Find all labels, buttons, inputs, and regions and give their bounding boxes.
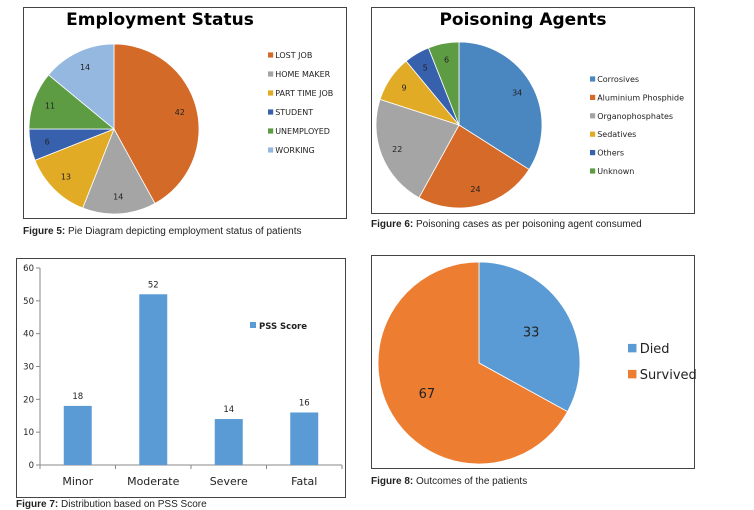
legend-swatch bbox=[590, 113, 596, 119]
data-label: 14 bbox=[113, 193, 123, 202]
y-tick-label: 0 bbox=[29, 461, 34, 471]
figure-5-caption: Figure 5: Pie Diagram depicting employme… bbox=[23, 226, 301, 237]
figure-8-caption: Figure 8: Outcomes of the patients bbox=[371, 476, 527, 487]
pie-slice-organophosphates bbox=[375, 98, 460, 199]
legend-entry: Corrosives bbox=[597, 75, 639, 84]
pie-slice-home-maker bbox=[82, 128, 156, 215]
bar-fatal bbox=[290, 412, 319, 465]
x-tick-label: Fatal bbox=[291, 475, 317, 488]
legend-swatch bbox=[590, 150, 596, 156]
pie-slice-lost-job bbox=[113, 43, 200, 205]
caption-text: Outcomes of the patients bbox=[416, 476, 528, 487]
caption-label: Figure 6: bbox=[371, 219, 414, 230]
caption-label: Figure 5: bbox=[23, 226, 66, 237]
data-label: 6 bbox=[45, 137, 50, 146]
caption-label: Figure 7: bbox=[16, 499, 59, 510]
data-label: 52 bbox=[148, 280, 159, 290]
data-label: 33 bbox=[523, 325, 540, 340]
legend-swatch bbox=[590, 168, 596, 174]
data-label: 6 bbox=[444, 55, 449, 64]
data-label: 18 bbox=[72, 392, 83, 402]
pie-slice-working bbox=[47, 43, 115, 130]
data-label: 67 bbox=[419, 387, 436, 402]
legend-entry: Died bbox=[640, 342, 670, 357]
legend-swatch bbox=[268, 71, 274, 77]
legend-swatch bbox=[268, 109, 274, 115]
legend-swatch bbox=[268, 90, 274, 96]
legend-entry: WORKING bbox=[275, 146, 315, 155]
legend-entry: STUDENT bbox=[275, 108, 313, 117]
chart-title: Employment Status bbox=[66, 10, 254, 30]
legend-swatch bbox=[268, 52, 274, 58]
y-tick-label: 30 bbox=[23, 363, 34, 373]
pie-slice-part-time-job bbox=[34, 128, 115, 209]
pie-slice-unknown bbox=[427, 41, 460, 126]
figure-7-caption: Figure 7: Distribution based on PSS Scor… bbox=[16, 499, 207, 510]
legend-entry: Unknown bbox=[597, 167, 634, 176]
data-label: 22 bbox=[392, 145, 402, 154]
caption-text: Pie Diagram depicting employment status … bbox=[68, 226, 302, 237]
legend-entry: Others bbox=[597, 149, 624, 158]
legend-entry: Aluminium Phosphide bbox=[597, 93, 684, 102]
bar-severe bbox=[214, 419, 243, 465]
y-tick-label: 40 bbox=[23, 330, 34, 340]
data-label: 24 bbox=[470, 185, 480, 194]
legend-entry: PART TIME JOB bbox=[275, 89, 333, 98]
x-tick-label: Minor bbox=[62, 475, 93, 488]
legend-swatch bbox=[590, 94, 596, 100]
data-label: 13 bbox=[61, 173, 71, 182]
y-tick-label: 10 bbox=[23, 428, 34, 438]
figure-6-caption: Figure 6: Poisoning cases as per poisoni… bbox=[371, 219, 642, 230]
data-label: 42 bbox=[175, 108, 185, 117]
data-label: 34 bbox=[512, 89, 522, 98]
legend-entry: Survived bbox=[640, 368, 697, 383]
legend-entry: Sedatives bbox=[597, 130, 636, 139]
data-label: 14 bbox=[223, 405, 234, 415]
x-tick-label: Severe bbox=[210, 475, 248, 488]
legend-swatch bbox=[590, 76, 596, 82]
legend-entry: Organophosphates bbox=[597, 112, 673, 121]
y-tick-label: 60 bbox=[23, 264, 34, 274]
legend-entry: UNEMPLOYED bbox=[275, 127, 330, 136]
data-label: 5 bbox=[423, 64, 428, 73]
chart-title: Poisoning Agents bbox=[439, 10, 606, 30]
caption-text: Distribution based on PSS Score bbox=[61, 499, 207, 510]
legend-swatch bbox=[590, 131, 596, 137]
legend-swatch bbox=[268, 147, 274, 153]
bar-minor bbox=[63, 405, 92, 465]
legend-swatch bbox=[628, 369, 637, 379]
pie-slice-died bbox=[478, 261, 581, 413]
legend-entry: HOME MAKER bbox=[275, 70, 330, 79]
data-label: 11 bbox=[45, 102, 55, 111]
caption-label: Figure 8: bbox=[371, 476, 414, 487]
legend-swatch bbox=[250, 322, 256, 328]
pie-slice-survived bbox=[377, 261, 569, 465]
pie-slice-aluminium-phosphide bbox=[418, 124, 530, 209]
y-tick-label: 50 bbox=[23, 297, 34, 307]
caption-text: Poisoning cases as per poisoning agent c… bbox=[416, 219, 642, 230]
data-label: 9 bbox=[402, 83, 407, 92]
y-tick-label: 20 bbox=[23, 395, 34, 405]
pie-slice-corrosives bbox=[458, 41, 543, 171]
bar-moderate bbox=[139, 294, 168, 465]
x-tick-label: Moderate bbox=[127, 475, 180, 488]
legend-swatch bbox=[268, 128, 274, 134]
data-label: 14 bbox=[80, 63, 90, 72]
legend-entry: PSS Score bbox=[259, 322, 307, 332]
legend-entry: LOST JOB bbox=[275, 51, 312, 60]
legend-swatch bbox=[628, 343, 637, 353]
data-label: 16 bbox=[299, 398, 310, 408]
